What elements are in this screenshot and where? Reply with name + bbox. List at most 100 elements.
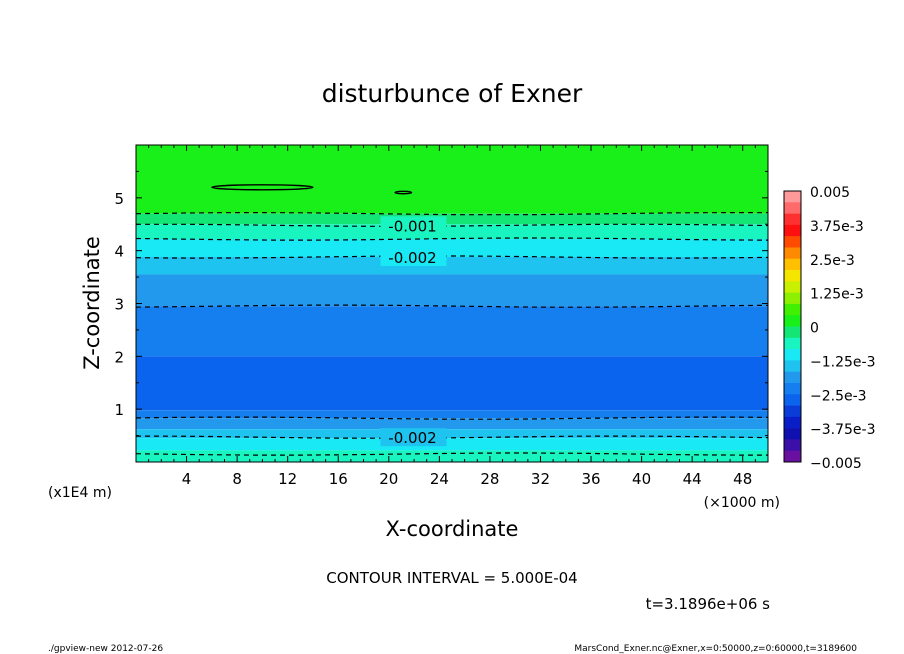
contour-label-2: -0.002	[388, 429, 436, 447]
contour-line-7	[135, 452, 768, 456]
y-tick-label-1: 2	[114, 348, 124, 366]
colorbar-swatch-15	[784, 360, 801, 372]
colorbar-tick-label-1: 3.75e-3	[810, 219, 864, 235]
x-tick-label-11: 48	[733, 470, 752, 488]
x-tick-label-6: 28	[480, 470, 499, 488]
colorbar: 0.005 3.75e-3 2.5e-3 1.25e-3 0 −1.25e-3 −2.5e-…	[783, 185, 875, 472]
x-axis-ticks: 4 8 12 16 20 24 28 32 36 40 44 48	[148, 145, 756, 488]
band-8	[136, 410, 768, 419]
y-axis-ticks: 1 2 3 4 5	[114, 170, 768, 437]
colorbar-swatch-1	[784, 202, 801, 214]
colorbar-swatch-14	[784, 349, 801, 361]
x-tick-label-4: 20	[379, 470, 398, 488]
y-axis-label: Z-coordinate	[80, 236, 104, 370]
y-unit-label: (x1E4 m)	[48, 485, 112, 501]
colorbar-swatch-8	[784, 281, 801, 293]
x-tick-label-2: 12	[278, 470, 297, 488]
colorbar-swatch-18	[784, 394, 801, 406]
colorbar-frame	[783, 190, 802, 463]
band-9	[136, 418, 768, 430]
band-4	[136, 257, 768, 275]
band-11	[136, 438, 768, 451]
band-2	[136, 224, 768, 240]
x-tick-label-5: 24	[430, 470, 449, 488]
contour-line-6	[136, 435, 769, 439]
colorbar-tick-label-4: 0	[810, 321, 819, 337]
contour-lines	[135, 212, 769, 456]
time-text: t=3.1896e+06 s	[646, 595, 771, 613]
contour-line-5	[135, 416, 768, 420]
colorbar-swatch-10	[784, 303, 801, 316]
band-0	[136, 145, 768, 214]
contour-label-bg-0	[380, 216, 447, 235]
colorbar-swatch-23	[784, 450, 801, 463]
contour-line-4	[135, 304, 769, 308]
colorbar-swatch-7	[784, 270, 801, 282]
colorbar-swatches	[784, 191, 801, 463]
colorbar-ticks: 0.005 3.75e-3 2.5e-3 1.25e-3 0 −1.25e-3 −2.5e-…	[810, 185, 875, 472]
colorbar-tick-label-7: −3.75e-3	[810, 422, 875, 438]
colorbar-swatch-20	[784, 416, 801, 429]
footer-right: MarsCond_Exner.nc@Exner,x=0:50000,z=0:60…	[574, 644, 857, 654]
contour-line-3	[135, 255, 769, 259]
colorbar-swatch-13	[784, 337, 801, 350]
contour-label-bg-2	[380, 428, 447, 447]
colorbar-swatch-11	[784, 315, 801, 327]
band-1	[136, 213, 768, 225]
y-tick-label-0: 1	[114, 401, 124, 419]
colorbar-swatch-2	[784, 213, 801, 226]
colorbar-tick-label-2: 2.5e-3	[810, 253, 855, 269]
contour-label-bg-1	[380, 248, 447, 267]
footer-left: ./gpview-new 2012-07-26	[48, 644, 163, 654]
colorbar-swatch-9	[784, 292, 801, 305]
contour-fill-bands	[136, 145, 768, 462]
colorbar-tick-label-5: −1.25e-3	[810, 354, 875, 370]
contour-label-0: -0.001	[388, 217, 436, 235]
band-3	[136, 239, 768, 258]
colorbar-swatch-3	[784, 224, 801, 237]
colorbar-tick-label-0: 0.005	[810, 185, 850, 201]
colorbar-swatch-0	[784, 191, 801, 203]
colorbar-swatch-12	[784, 326, 801, 339]
plot-area: -0.001-0.002-0.002 4 8 12 16 20 24 28 32 36 40 44 4…	[114, 144, 769, 488]
y-tick-label-2: 3	[114, 296, 124, 314]
x-tick-label-8: 36	[581, 470, 600, 488]
x-tick-label-9: 40	[632, 470, 651, 488]
x-tick-label-3: 16	[329, 470, 348, 488]
colorbar-tick-label-8: −0.005	[810, 456, 862, 472]
colorbar-tick-label-3: 1.25e-3	[810, 287, 864, 303]
x-tick-label-10: 44	[683, 470, 702, 488]
contour-interval-text: CONTOUR INTERVAL = 5.000E-04	[326, 569, 577, 587]
y-tick-label-4: 5	[114, 190, 124, 208]
colorbar-swatch-21	[784, 428, 801, 440]
contour-line-0	[135, 212, 768, 216]
x-unit-label: (×1000 m)	[704, 495, 780, 511]
band-10	[136, 429, 768, 439]
colorbar-swatch-19	[784, 405, 801, 418]
colorbar-swatch-5	[784, 247, 801, 260]
y-tick-label-3: 4	[114, 243, 124, 261]
band-12	[136, 450, 768, 462]
colorbar-swatch-6	[784, 258, 801, 271]
colorbar-swatch-16	[784, 371, 801, 384]
band-6	[136, 306, 768, 357]
colorbar-swatch-17	[784, 382, 801, 395]
colorbar-swatch-4	[784, 236, 801, 248]
closed-contours	[211, 184, 413, 195]
x-tick-label-1: 8	[232, 470, 242, 488]
x-tick-label-7: 32	[531, 470, 550, 488]
closed-contour-0	[211, 184, 314, 191]
colorbar-swatch-22	[784, 439, 801, 452]
chart-title: disturbunce of Exner	[322, 79, 583, 108]
closed-contour-1	[394, 190, 413, 195]
contour-labels: -0.001 -0.002 -0.002	[380, 216, 447, 447]
x-tick-label-0: 4	[182, 470, 192, 488]
contour-line-2	[135, 237, 768, 241]
band-5	[136, 274, 768, 307]
band-7	[136, 356, 768, 411]
contour-label-1: -0.002	[388, 249, 436, 267]
contour-line-1	[136, 223, 769, 227]
x-axis-label: X-coordinate	[386, 517, 519, 541]
colorbar-tick-label-6: −2.5e-3	[810, 388, 867, 404]
